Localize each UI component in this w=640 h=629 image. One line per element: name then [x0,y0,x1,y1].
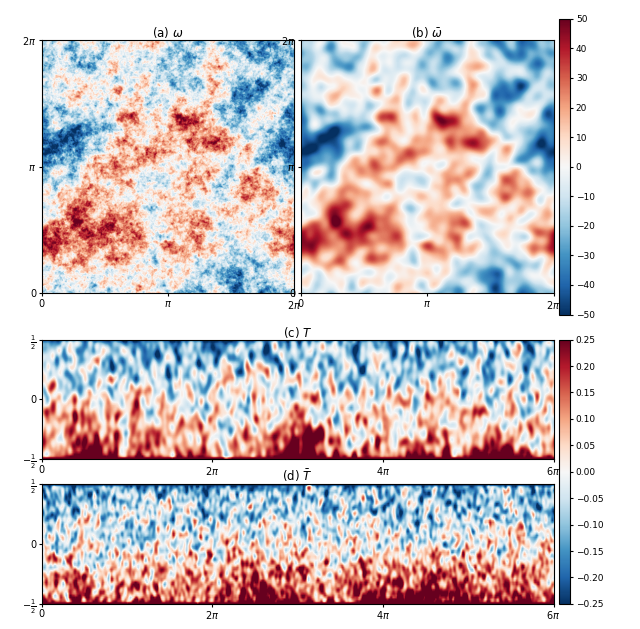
Title: (a) $\omega$: (a) $\omega$ [152,25,184,40]
Title: (b) $\bar{\omega}$: (b) $\bar{\omega}$ [412,25,443,40]
Title: (c) $T$: (c) $T$ [283,325,312,340]
Title: (d) $\bar{T}$: (d) $\bar{T}$ [282,468,313,484]
